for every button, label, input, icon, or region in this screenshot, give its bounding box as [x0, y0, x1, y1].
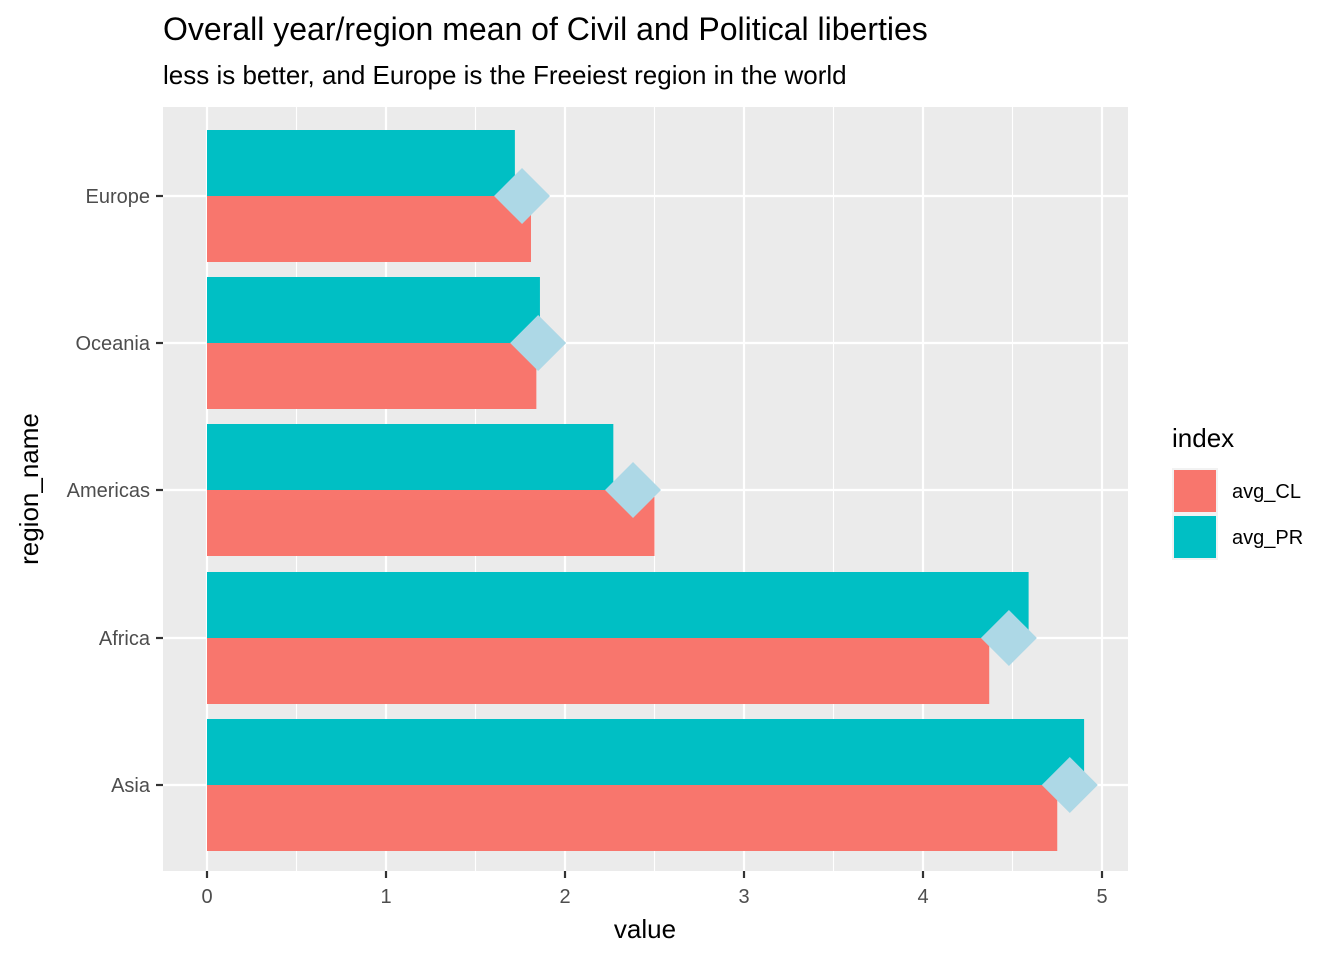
legend-title: index [1172, 423, 1234, 453]
bar-avg_CL-europe [207, 196, 531, 262]
legend: index avg_CL avg_PR [1172, 423, 1303, 560]
bars-layer [207, 130, 1085, 851]
y-tick-label: Asia [111, 775, 151, 797]
x-axis-title: value [614, 914, 676, 944]
bar-avg_PR-oceania [207, 277, 540, 343]
y-tick-label: Oceania [76, 333, 151, 355]
mean-marker-africa [980, 610, 1037, 666]
legend-label-avg_PR: avg_PR [1232, 527, 1303, 549]
bar-avg_CL-americas [207, 490, 655, 556]
mean-markers-layer [494, 168, 1098, 813]
x-tick-label: 1 [380, 886, 391, 908]
x-tick-label: 3 [738, 886, 749, 908]
mean-marker-asia [1041, 757, 1098, 813]
chart-title: Overall year/region mean of Civil and Po… [163, 11, 928, 47]
x-tick-label: 2 [559, 886, 570, 908]
legend-label-avg_CL: avg_CL [1232, 481, 1301, 503]
mean-marker-oceania [510, 315, 567, 371]
mean-marker-europe [494, 168, 551, 224]
y-axis-title: region_name [14, 413, 44, 565]
bar-avg_PR-americas [207, 424, 614, 490]
x-tick-label: 4 [917, 886, 928, 908]
chart-subtitle: less is better, and Europe is the Freeie… [163, 60, 847, 90]
y-tick-label: Africa [99, 628, 151, 650]
x-tick-label: 5 [1096, 886, 1107, 908]
y-tick-label: Europe [86, 186, 151, 208]
bar-avg_CL-oceania [207, 343, 537, 409]
bar-avg_CL-africa [207, 638, 990, 704]
bar-avg_PR-asia [207, 719, 1085, 785]
y-axis: Europe Oceania Americas Africa Asia [67, 186, 163, 797]
y-tick-label: Americas [67, 480, 150, 502]
bar-avg_CL-asia [207, 785, 1058, 851]
x-axis: 0 1 2 3 4 5 [201, 871, 1108, 908]
x-tick-label: 0 [201, 886, 212, 908]
bar-avg_PR-europe [207, 130, 515, 196]
legend-swatch-avg_CL [1174, 470, 1216, 512]
legend-swatch-avg_PR [1174, 516, 1216, 558]
mean-marker-americas [605, 462, 662, 518]
bar-avg_PR-africa [207, 572, 1029, 638]
